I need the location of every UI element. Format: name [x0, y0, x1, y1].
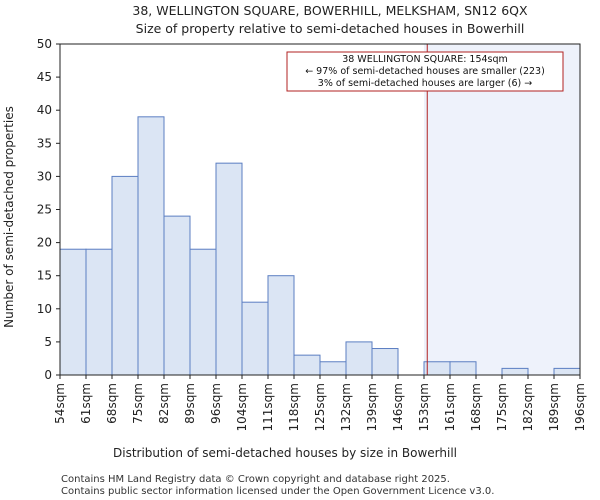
plot-frame	[59, 43, 581, 376]
x-tick-label: 54sqm	[53, 383, 67, 424]
x-tick-label: 189sqm	[547, 383, 561, 431]
bars-group	[59, 116, 581, 376]
x-axis-ticks: 54sqm 61sqm 68sqm 75sqm 82sqm 89sqm 96sqm 104sq…	[53, 375, 587, 431]
bar-175sqm	[501, 367, 529, 376]
chart-title-line1: 38, WELLINGTON SQUARE, BOWERHILL, MELKSH…	[132, 3, 528, 18]
bar-96sqm	[215, 162, 243, 376]
bar-82sqm	[163, 215, 191, 376]
bar-61sqm	[85, 248, 113, 376]
annotation-box-frame	[286, 51, 564, 92]
x-tick-label: 118sqm	[287, 383, 301, 431]
x-tick-label: 82sqm	[157, 383, 171, 424]
x-tick-label: 96sqm	[209, 383, 223, 424]
x-tick-label: 104sqm	[235, 383, 249, 431]
x-tick-label: 139sqm	[365, 383, 379, 431]
x-tick-label: 146sqm	[391, 383, 405, 431]
y-tick-label: 25	[37, 203, 52, 217]
y-tick-label: 5	[44, 335, 52, 349]
x-tick-label: 161sqm	[443, 383, 457, 431]
footer-line1: Contains HM Land Registry data © Crown c…	[61, 474, 450, 485]
x-tick-label: 168sqm	[469, 383, 483, 431]
x-tick-label: 75sqm	[131, 383, 145, 424]
bar-132sqm	[345, 341, 373, 376]
chart-title-line2: Size of property relative to semi-detach…	[136, 21, 525, 36]
annotation-line-1: 38 WELLINGTON SQUARE: 154sqm	[342, 54, 508, 65]
x-tick-label: 125sqm	[313, 383, 327, 431]
bar-54sqm	[59, 248, 87, 376]
bar-68sqm	[111, 175, 139, 376]
y-tick-label: 30	[37, 169, 52, 183]
bar-89sqm	[189, 248, 217, 376]
y-axis-label: Number of semi-detached properties	[2, 106, 16, 328]
x-tick-label: 182sqm	[521, 383, 535, 431]
bar-75sqm	[137, 116, 165, 376]
y-tick-label: 0	[44, 368, 52, 382]
x-tick-label: 89sqm	[183, 383, 197, 424]
bar-153sqm	[423, 361, 451, 376]
x-tick-label: 175sqm	[495, 383, 509, 431]
y-tick-label: 40	[37, 103, 52, 117]
x-tick-label: 68sqm	[105, 383, 119, 424]
y-tick-label: 20	[37, 236, 52, 250]
highlight-region	[424, 44, 580, 375]
y-axis-ticks: 0 5 10 15 20 25 30 35 40 45 50	[37, 37, 60, 382]
bar-104sqm	[241, 301, 269, 376]
annotation-box: 38 WELLINGTON SQUARE: 154sqm ← 97% of se…	[286, 51, 564, 92]
y-tick-label: 10	[37, 302, 52, 316]
bar-118sqm	[293, 354, 321, 376]
x-tick-label: 196sqm	[573, 383, 587, 431]
y-tick-label: 15	[37, 269, 52, 283]
bar-189sqm	[553, 367, 581, 376]
y-tick-label: 35	[37, 136, 52, 150]
x-tick-label: 132sqm	[339, 383, 353, 431]
y-tick-label: 50	[37, 37, 52, 51]
x-tick-label: 153sqm	[417, 383, 431, 431]
annotation-line-2: ← 97% of semi-detached houses are smalle…	[305, 66, 545, 77]
bar-111sqm	[267, 275, 295, 376]
x-axis-label: Distribution of semi-detached houses by …	[113, 446, 457, 460]
x-tick-label: 111sqm	[261, 383, 275, 431]
bar-161sqm	[449, 361, 477, 376]
bar-139sqm	[371, 348, 399, 376]
x-tick-label: 61sqm	[79, 383, 93, 424]
annotation-line-3: 3% of semi-detached houses are larger (6…	[318, 78, 532, 89]
footer-line2: Contains public sector information licen…	[61, 486, 494, 497]
y-tick-label: 45	[37, 70, 52, 84]
bar-125sqm	[319, 361, 347, 376]
